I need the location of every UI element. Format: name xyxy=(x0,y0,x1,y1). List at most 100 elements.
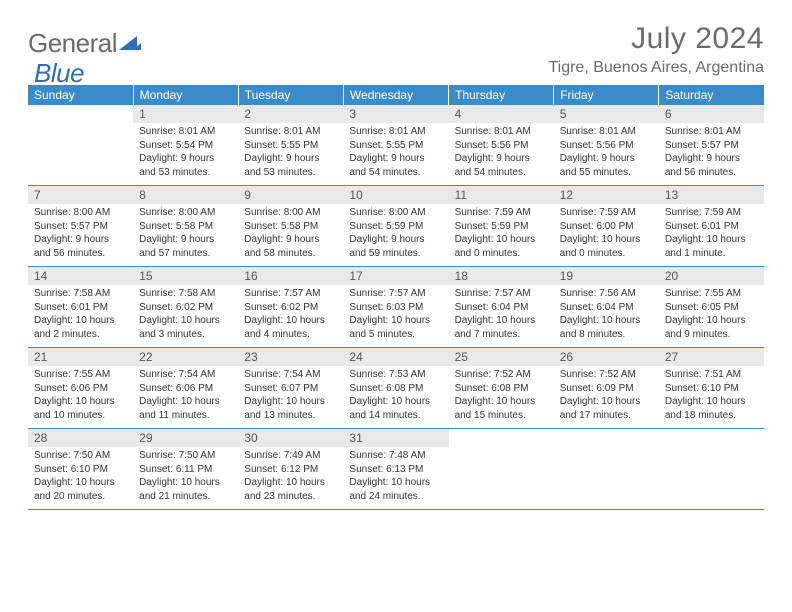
daylight-text-2: and 56 minutes. xyxy=(34,247,127,261)
daylight-text-1: Daylight: 10 hours xyxy=(244,395,337,409)
daylight-text-1: Daylight: 9 hours xyxy=(665,152,758,166)
day-body: Sunrise: 8:01 AMSunset: 5:57 PMDaylight:… xyxy=(659,123,764,185)
calendar-day-cell: 19Sunrise: 7:56 AMSunset: 6:04 PMDayligh… xyxy=(554,267,659,348)
weekday-header: Friday xyxy=(554,85,659,105)
calendar-day-cell: 9Sunrise: 8:00 AMSunset: 5:58 PMDaylight… xyxy=(238,186,343,267)
day-body: Sunrise: 7:55 AMSunset: 6:06 PMDaylight:… xyxy=(28,366,133,428)
day-body: Sunrise: 7:53 AMSunset: 6:08 PMDaylight:… xyxy=(343,366,448,428)
sunrise-text: Sunrise: 7:52 AM xyxy=(455,368,548,382)
sunrise-text: Sunrise: 8:00 AM xyxy=(349,206,442,220)
day-number: 8 xyxy=(133,186,238,204)
day-number: 13 xyxy=(659,186,764,204)
daylight-text-1: Daylight: 10 hours xyxy=(139,395,232,409)
calendar-day-cell: 15Sunrise: 7:58 AMSunset: 6:02 PMDayligh… xyxy=(133,267,238,348)
daylight-text-2: and 5 minutes. xyxy=(349,328,442,342)
day-body: Sunrise: 8:00 AMSunset: 5:58 PMDaylight:… xyxy=(133,204,238,266)
sunrise-text: Sunrise: 7:55 AM xyxy=(665,287,758,301)
sunset-text: Sunset: 6:08 PM xyxy=(455,382,548,396)
daylight-text-2: and 21 minutes. xyxy=(139,490,232,504)
day-number: 11 xyxy=(449,186,554,204)
sunset-text: Sunset: 5:54 PM xyxy=(139,139,232,153)
sunset-text: Sunset: 6:03 PM xyxy=(349,301,442,315)
day-body: Sunrise: 7:57 AMSunset: 6:04 PMDaylight:… xyxy=(449,285,554,347)
sunrise-text: Sunrise: 8:01 AM xyxy=(244,125,337,139)
calendar-day-cell: 7Sunrise: 8:00 AMSunset: 5:57 PMDaylight… xyxy=(28,186,133,267)
daylight-text-2: and 15 minutes. xyxy=(455,409,548,423)
day-number xyxy=(659,429,764,447)
daylight-text-1: Daylight: 9 hours xyxy=(349,152,442,166)
daylight-text-2: and 20 minutes. xyxy=(34,490,127,504)
sunrise-text: Sunrise: 8:00 AM xyxy=(34,206,127,220)
calendar-body: 1Sunrise: 8:01 AMSunset: 5:54 PMDaylight… xyxy=(28,105,764,510)
sunrise-text: Sunrise: 7:54 AM xyxy=(244,368,337,382)
weekday-header: Wednesday xyxy=(343,85,448,105)
sunset-text: Sunset: 6:05 PM xyxy=(665,301,758,315)
daylight-text-2: and 56 minutes. xyxy=(665,166,758,180)
sunrise-text: Sunrise: 8:01 AM xyxy=(560,125,653,139)
sunset-text: Sunset: 5:58 PM xyxy=(244,220,337,234)
day-number: 24 xyxy=(343,348,448,366)
calendar-day-cell: 6Sunrise: 8:01 AMSunset: 5:57 PMDaylight… xyxy=(659,105,764,186)
day-body: Sunrise: 8:00 AMSunset: 5:57 PMDaylight:… xyxy=(28,204,133,266)
day-number: 28 xyxy=(28,429,133,447)
daylight-text-2: and 9 minutes. xyxy=(665,328,758,342)
calendar-day-cell: 5Sunrise: 8:01 AMSunset: 5:56 PMDaylight… xyxy=(554,105,659,186)
day-body: Sunrise: 8:01 AMSunset: 5:54 PMDaylight:… xyxy=(133,123,238,185)
day-body: Sunrise: 7:57 AMSunset: 6:02 PMDaylight:… xyxy=(238,285,343,347)
daylight-text-2: and 53 minutes. xyxy=(139,166,232,180)
day-body: Sunrise: 7:54 AMSunset: 6:06 PMDaylight:… xyxy=(133,366,238,428)
day-number: 26 xyxy=(554,348,659,366)
daylight-text-1: Daylight: 10 hours xyxy=(34,314,127,328)
daylight-text-1: Daylight: 10 hours xyxy=(665,314,758,328)
sunset-text: Sunset: 5:58 PM xyxy=(139,220,232,234)
daylight-text-1: Daylight: 10 hours xyxy=(139,314,232,328)
daylight-text-1: Daylight: 10 hours xyxy=(455,314,548,328)
calendar-week-row: 1Sunrise: 8:01 AMSunset: 5:54 PMDaylight… xyxy=(28,105,764,186)
daylight-text-1: Daylight: 10 hours xyxy=(455,233,548,247)
weekday-header: Tuesday xyxy=(238,85,343,105)
sunset-text: Sunset: 6:11 PM xyxy=(139,463,232,477)
calendar-day-cell: 20Sunrise: 7:55 AMSunset: 6:05 PMDayligh… xyxy=(659,267,764,348)
daylight-text-2: and 55 minutes. xyxy=(560,166,653,180)
day-body: Sunrise: 8:00 AMSunset: 5:59 PMDaylight:… xyxy=(343,204,448,266)
day-body xyxy=(28,123,133,181)
daylight-text-1: Daylight: 10 hours xyxy=(455,395,548,409)
calendar-day-cell xyxy=(554,429,659,510)
day-body: Sunrise: 7:56 AMSunset: 6:04 PMDaylight:… xyxy=(554,285,659,347)
sunset-text: Sunset: 6:02 PM xyxy=(244,301,337,315)
daylight-text-2: and 7 minutes. xyxy=(455,328,548,342)
sunset-text: Sunset: 6:04 PM xyxy=(455,301,548,315)
sunrise-text: Sunrise: 8:01 AM xyxy=(139,125,232,139)
daylight-text-1: Daylight: 10 hours xyxy=(665,233,758,247)
day-number: 3 xyxy=(343,105,448,123)
day-number: 21 xyxy=(28,348,133,366)
sunset-text: Sunset: 5:55 PM xyxy=(244,139,337,153)
daylight-text-1: Daylight: 9 hours xyxy=(349,233,442,247)
daylight-text-1: Daylight: 9 hours xyxy=(244,152,337,166)
day-number xyxy=(28,105,133,123)
calendar-day-cell: 16Sunrise: 7:57 AMSunset: 6:02 PMDayligh… xyxy=(238,267,343,348)
calendar-week-row: 14Sunrise: 7:58 AMSunset: 6:01 PMDayligh… xyxy=(28,267,764,348)
calendar-day-cell: 4Sunrise: 8:01 AMSunset: 5:56 PMDaylight… xyxy=(449,105,554,186)
day-number: 25 xyxy=(449,348,554,366)
daylight-text-2: and 59 minutes. xyxy=(349,247,442,261)
calendar-day-cell: 10Sunrise: 8:00 AMSunset: 5:59 PMDayligh… xyxy=(343,186,448,267)
daylight-text-1: Daylight: 10 hours xyxy=(560,233,653,247)
calendar-day-cell xyxy=(659,429,764,510)
day-number: 6 xyxy=(659,105,764,123)
sunrise-text: Sunrise: 8:00 AM xyxy=(244,206,337,220)
sunrise-text: Sunrise: 7:48 AM xyxy=(349,449,442,463)
daylight-text-1: Daylight: 10 hours xyxy=(349,395,442,409)
sunset-text: Sunset: 6:06 PM xyxy=(34,382,127,396)
calendar-day-cell: 18Sunrise: 7:57 AMSunset: 6:04 PMDayligh… xyxy=(449,267,554,348)
weekday-header: Monday xyxy=(133,85,238,105)
logo-line2: Blue xyxy=(34,52,84,89)
day-number: 29 xyxy=(133,429,238,447)
daylight-text-1: Daylight: 9 hours xyxy=(244,233,337,247)
sunrise-text: Sunrise: 7:59 AM xyxy=(665,206,758,220)
day-number xyxy=(554,429,659,447)
day-number: 2 xyxy=(238,105,343,123)
calendar-day-cell: 23Sunrise: 7:54 AMSunset: 6:07 PMDayligh… xyxy=(238,348,343,429)
header: General July 2024 Tigre, Buenos Aires, A… xyxy=(28,22,764,77)
calendar-day-cell: 22Sunrise: 7:54 AMSunset: 6:06 PMDayligh… xyxy=(133,348,238,429)
